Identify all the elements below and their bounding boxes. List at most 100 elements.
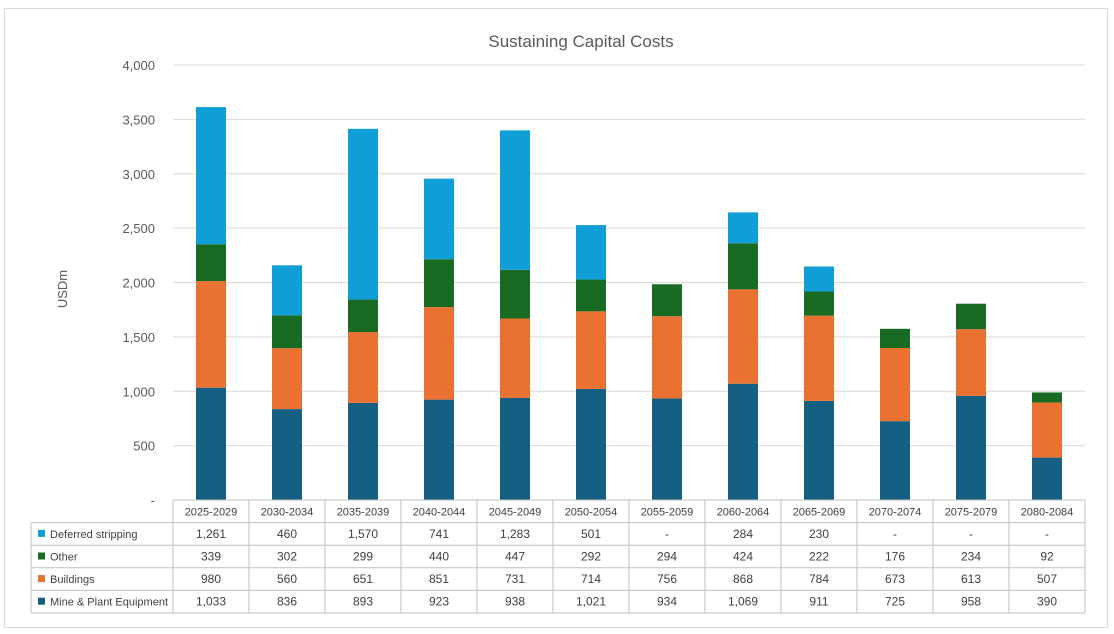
data-label: -: [1045, 527, 1049, 541]
y-tick-labels: - 500 1,000 1,500 2,000 2,500 3,000 3,500 4,000: [122, 58, 155, 508]
bar-segment: [272, 348, 302, 410]
y-tick-label: 3,500: [122, 112, 155, 127]
data-label: 294: [657, 550, 677, 564]
bar-segment: [880, 347, 910, 422]
data-label: 1,570: [348, 527, 378, 541]
data-label: 501: [581, 527, 601, 541]
data-label: 299: [353, 550, 373, 564]
bar-segment: [196, 387, 226, 500]
bar-segment: [576, 279, 606, 312]
data-label: 1,261: [196, 527, 226, 541]
data-label: 673: [885, 572, 905, 586]
legend-swatch: [38, 552, 45, 560]
bar-segment: [956, 395, 986, 500]
category-label: 2040-2044: [413, 506, 466, 518]
bar-segment: [576, 225, 606, 280]
data-label: 92: [1040, 550, 1054, 564]
category-label: 2080-2084: [1021, 506, 1074, 518]
data-label: 1,283: [500, 527, 530, 541]
data-label: 651: [353, 572, 373, 586]
bar-segment: [500, 269, 530, 319]
category-label: 2070-2074: [869, 506, 922, 518]
bar-segment: [652, 316, 682, 399]
y-tick-label: 4,000: [122, 58, 155, 73]
data-label: 714: [581, 572, 601, 586]
y-tick-label: 3,000: [122, 167, 155, 182]
legend-swatch: [38, 529, 45, 537]
data-label: 741: [429, 527, 449, 541]
legend-swatch: [38, 597, 45, 605]
category-label: 2060-2064: [717, 506, 770, 518]
bars: [196, 107, 1062, 500]
bar-segment: [348, 128, 378, 300]
data-label: 222: [809, 550, 829, 564]
bar-segment: [500, 318, 530, 398]
y-tick-label: 500: [133, 439, 155, 454]
data-label: 447: [505, 550, 525, 564]
bar-segment: [728, 243, 758, 290]
y-tick-label: 1,000: [122, 384, 155, 399]
data-label: -: [893, 527, 897, 541]
chart-title: Sustaining Capital Costs: [488, 32, 673, 51]
bar-segment: [500, 130, 530, 270]
data-label: 1,033: [196, 595, 226, 609]
bar-segment: [576, 311, 606, 389]
legend-label: Mine & Plant Equipment: [50, 597, 168, 609]
y-tick-label: 2,500: [122, 221, 155, 236]
data-label: 424: [733, 550, 753, 564]
data-label: 613: [961, 572, 981, 586]
bar-segment: [1032, 402, 1062, 458]
bar-segment: [956, 329, 986, 396]
data-label: 731: [505, 572, 525, 586]
bar-segment: [652, 284, 682, 317]
bar-segment: [804, 315, 834, 401]
data-label: 390: [1037, 595, 1057, 609]
category-label: 2050-2054: [565, 506, 618, 518]
category-label: 2065-2069: [793, 506, 846, 518]
bar-segment: [804, 266, 834, 292]
data-label: 460: [277, 527, 297, 541]
bar-segment: [348, 332, 378, 403]
data-label: -: [969, 527, 973, 541]
legend-label: Buildings: [50, 574, 95, 586]
data-label: 980: [201, 572, 221, 586]
data-label: 1,021: [576, 595, 606, 609]
bar-segment: [728, 383, 758, 500]
data-label: 934: [657, 595, 677, 609]
bar-segment: [1032, 457, 1062, 500]
bar-segment: [728, 289, 758, 384]
bar-segment: [272, 265, 302, 316]
bar-segment: [1032, 392, 1062, 403]
category-label: 2045-2049: [489, 506, 542, 518]
data-label: 339: [201, 550, 221, 564]
data-label: 756: [657, 572, 677, 586]
data-label: 1,069: [728, 595, 758, 609]
y-tick-label: 1,500: [122, 330, 155, 345]
category-label: 2055-2059: [641, 506, 694, 518]
bar-segment: [728, 212, 758, 244]
category-label: 2035-2039: [337, 506, 390, 518]
legend-label: Deferred stripping: [50, 529, 137, 541]
chart-frame: Sustaining Capital Costs USDm - 500 1,000 1…: [4, 8, 1108, 628]
data-label: 284: [733, 527, 753, 541]
bar-segment: [424, 307, 454, 400]
bar-segment: [576, 388, 606, 500]
data-label: 911: [809, 595, 828, 609]
bar-segment: [652, 398, 682, 500]
data-label: 784: [809, 572, 829, 586]
y-tick-label: -: [151, 493, 155, 508]
bar-segment: [424, 178, 454, 260]
data-label: 938: [505, 595, 525, 609]
y-axis-label: USDm: [55, 270, 70, 308]
bar-segment: [880, 328, 910, 348]
bar-segment: [804, 291, 834, 316]
category-label: 2030-2034: [261, 506, 314, 518]
data-label: 836: [277, 595, 297, 609]
category-label: 2075-2079: [945, 506, 998, 518]
bar-segment: [956, 303, 986, 330]
data-label: -: [665, 527, 669, 541]
data-label: 230: [809, 527, 829, 541]
bar-segment: [424, 399, 454, 500]
bar-segment: [272, 409, 302, 500]
data-table: 2025-2029 2030-2034 2035-2039 2040-2044 2045…: [30, 499, 1086, 614]
